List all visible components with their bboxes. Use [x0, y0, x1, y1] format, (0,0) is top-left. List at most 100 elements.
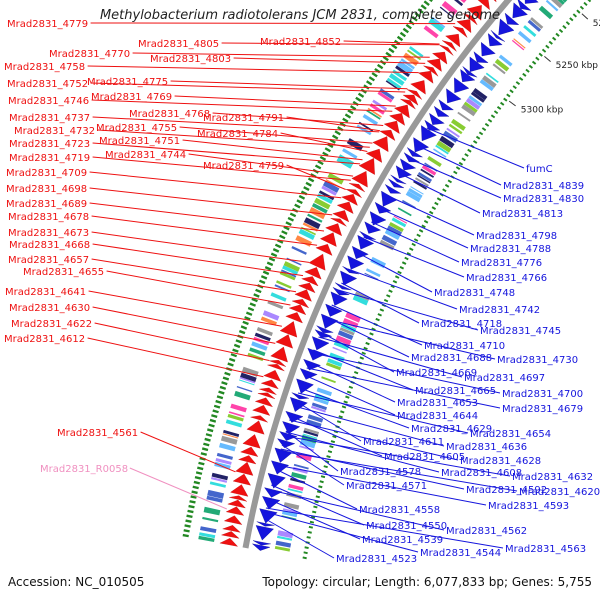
gene-label: Mrad2831_4737	[9, 113, 90, 124]
gene-label: Mrad2831_4612	[4, 334, 85, 345]
forward-gene	[493, 0, 497, 3]
label-leader	[269, 489, 445, 531]
gene-label: Mrad2831_4653	[397, 398, 478, 409]
cog-feature	[364, 272, 379, 281]
forward-gene	[418, 70, 434, 84]
gc-skew-mark	[363, 346, 368, 350]
gc-skew-mark	[429, 210, 434, 215]
cog-feature	[435, 144, 449, 155]
tick-label: 5200 kbp	[593, 19, 600, 29]
gc-mark	[289, 212, 297, 218]
forward-gene	[298, 282, 316, 294]
cog-feature	[451, 118, 466, 131]
cog-feature	[482, 75, 497, 88]
gc-mark	[399, 31, 406, 38]
gc-skew-mark	[552, 36, 557, 41]
gc-mark	[317, 160, 324, 166]
reverse-gene	[390, 174, 407, 185]
gc-mark	[296, 199, 303, 205]
gc-mark	[207, 428, 214, 433]
reverse-gene	[251, 543, 271, 551]
gene-label: Mrad2831_4657	[8, 255, 89, 266]
cog-feature	[332, 346, 347, 354]
cog-feature	[318, 190, 335, 201]
gene-label: Mrad2831_4788	[470, 244, 551, 255]
cog-feature	[494, 58, 510, 72]
cog-feature	[377, 91, 393, 103]
gc-mark	[235, 339, 242, 344]
gc-skew-mark	[515, 81, 521, 85]
gc-skew-mark	[320, 475, 326, 479]
gc-skew-mark	[579, 5, 584, 10]
gc-skew-mark	[522, 72, 527, 77]
gc-mark	[279, 234, 286, 240]
gc-skew-mark	[496, 106, 502, 110]
gc-mark	[266, 261, 274, 267]
gc-skew-mark	[565, 21, 570, 26]
label-leader	[341, 282, 420, 324]
gc-skew-mark	[583, 1, 588, 6]
gene-label: Mrad2831_4539	[362, 535, 443, 546]
cog-feature	[211, 472, 229, 481]
gc-mark	[249, 302, 256, 307]
label-leader	[320, 331, 395, 373]
reverse-gene	[259, 508, 278, 524]
cog-feature	[550, 0, 563, 9]
reverse-gene	[340, 270, 358, 286]
cog-feature	[428, 18, 445, 33]
forward-gene	[336, 201, 354, 214]
cog-feature	[216, 452, 233, 460]
gene-label: Mrad2831_4709	[6, 168, 87, 179]
cog-feature	[202, 516, 219, 523]
gc-mark	[285, 221, 292, 226]
gc-mark	[294, 203, 301, 209]
reverse-gene	[384, 183, 401, 194]
gc-skew-mark	[484, 122, 490, 127]
gc-skew-mark	[341, 405, 347, 409]
forward-gene	[301, 276, 319, 287]
gc-mark	[332, 134, 339, 140]
label-leader	[371, 221, 460, 263]
gene-label: Mrad2831_4593	[488, 501, 569, 512]
label-leader	[90, 22, 456, 25]
gc-mark	[191, 490, 198, 495]
reverse-gene	[351, 246, 369, 259]
label-leader	[221, 42, 439, 46]
gene-label: Mrad2831_4561	[57, 428, 138, 439]
gc-mark	[185, 519, 192, 523]
gc-skew-mark	[315, 495, 320, 499]
label-leader	[106, 270, 291, 306]
label-leader	[140, 431, 236, 473]
cog-feature	[240, 372, 257, 382]
label-leader	[318, 336, 463, 378]
reverse-gene	[481, 41, 496, 57]
gc-mark	[357, 92, 365, 98]
gene-label: Mrad2831_4673	[8, 228, 89, 239]
forward-gene	[383, 120, 400, 134]
forward-gene	[332, 210, 350, 223]
label-leader	[91, 258, 297, 293]
cog-feature	[335, 335, 352, 346]
gene-label: Mrad2831_4689	[6, 199, 87, 210]
cog-feature	[393, 215, 408, 224]
cog-feature	[416, 174, 431, 184]
label-leader	[265, 507, 504, 549]
cog-feature	[302, 222, 319, 232]
gene-label: Mrad2831_4523	[336, 554, 417, 565]
gc-skew-mark	[509, 89, 514, 94]
gc-mark	[219, 385, 227, 390]
cog-feature	[530, 17, 544, 29]
gc-skew-mark	[538, 52, 543, 57]
gc-mark	[246, 311, 253, 316]
cog-feature	[275, 540, 292, 548]
forward-gene	[227, 499, 246, 509]
label-leader	[263, 517, 335, 559]
gc-mark	[352, 100, 359, 107]
gc-mark	[203, 442, 210, 447]
gc-skew-mark	[302, 556, 307, 560]
gc-skew-mark	[490, 114, 496, 119]
forward-gene	[315, 244, 333, 256]
gc-skew-mark	[555, 32, 560, 37]
label-leader	[299, 387, 410, 429]
